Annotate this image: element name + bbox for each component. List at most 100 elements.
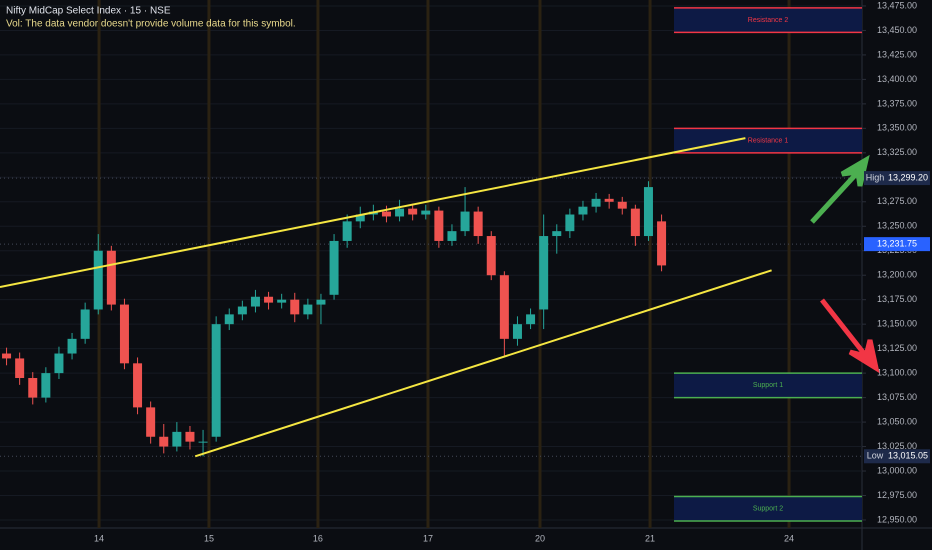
candle-body: [211, 324, 221, 437]
y-tick-label: 13,475.00: [877, 0, 917, 10]
candle-body: [250, 296, 260, 307]
candle-body: [15, 358, 25, 379]
price-tag: 13,015.05: [888, 451, 928, 461]
y-tick-label: 13,350.00: [877, 123, 917, 133]
candle-body: [264, 296, 274, 303]
candle-body: [198, 441, 208, 443]
chart-subtitle: Vol: The data vendor doesn't provide vol…: [6, 19, 296, 30]
candle-body: [146, 407, 156, 437]
candle-body: [381, 211, 391, 217]
y-tick-label: 13,425.00: [877, 49, 917, 59]
y-tick-label: 13,150.00: [877, 319, 917, 329]
x-tick-label: 16: [313, 533, 323, 543]
candle-body: [290, 299, 300, 315]
candle-body: [460, 211, 470, 232]
y-tick-label: 13,175.00: [877, 294, 917, 304]
x-tick-label: 24: [784, 533, 794, 543]
x-tick-label: 21: [645, 533, 655, 543]
candle-body: [552, 231, 562, 237]
up-arrow: [810, 154, 870, 224]
candle-body: [395, 208, 405, 217]
price-tag: 13,299.20: [888, 172, 928, 182]
trendline: [194, 269, 772, 458]
x-tick-label: 17: [423, 533, 433, 543]
y-tick-label: 13,125.00: [877, 343, 917, 353]
candle-body: [355, 214, 365, 222]
price-tag-bg: [886, 171, 930, 186]
y-tick-label: 13,450.00: [877, 25, 917, 35]
candle-body: [80, 309, 90, 339]
candle-body: [539, 236, 549, 310]
y-tick-label: 13,025.00: [877, 441, 917, 451]
candle-body: [591, 198, 601, 207]
candle-body: [93, 250, 103, 310]
candle-body: [473, 211, 483, 237]
candle-body: [565, 214, 575, 232]
zone: [674, 128, 862, 153]
y-tick-label: 12,975.00: [877, 490, 917, 500]
chart-title: Nifty MidCap Select Index · 15 · NSE: [6, 6, 171, 17]
price-tag-bg: [864, 237, 930, 252]
plot: 12,950.00 12,975.00 13,000.00 13,025.00 13,0…: [0, 0, 917, 543]
price-tag-bg: [886, 449, 930, 464]
candle-body: [41, 373, 51, 398]
zone-label: Support 1: [753, 382, 783, 389]
y-tick-label: 13,000.00: [877, 465, 917, 475]
candle-body: [54, 353, 64, 374]
candle-body: [526, 314, 536, 325]
candle-body: [133, 363, 143, 408]
candle-body: [119, 304, 129, 364]
candle-body: [617, 201, 627, 209]
trendline: [0, 137, 746, 288]
candle-body: [604, 198, 614, 202]
y-tick-label: 13,050.00: [877, 416, 917, 426]
candle-body: [303, 304, 313, 315]
candle-body: [277, 299, 287, 303]
candle-body: [316, 299, 326, 305]
x-tick-label: 20: [535, 533, 545, 543]
x-tick-label: 15: [204, 533, 214, 543]
candle-body: [578, 206, 588, 215]
y-tick-label: 13,325.00: [877, 147, 917, 157]
y-tick-label: 13,275.00: [877, 196, 917, 206]
zone-label: Support 2: [753, 506, 783, 513]
candle-body: [421, 210, 431, 215]
price-tag: 13,231.75: [877, 239, 917, 249]
candle-body: [185, 431, 195, 442]
y-tick-label: 13,200.00: [877, 270, 917, 280]
candle-body: [408, 208, 418, 215]
price-tag-name: High: [866, 172, 885, 182]
zone: [674, 7, 862, 33]
y-tick-label: 13,375.00: [877, 98, 917, 108]
y-tick-label: 13,250.00: [877, 221, 917, 231]
zone: [674, 496, 862, 521]
candle-body: [643, 187, 653, 237]
candle-body: [172, 431, 182, 447]
price-tag-name-bg: [864, 171, 886, 186]
candle-body: [434, 210, 444, 241]
y-tick-label: 13,075.00: [877, 392, 917, 402]
candle-body: [159, 436, 169, 447]
candle-body: [2, 353, 12, 359]
y-tick-label: 12,950.00: [877, 514, 917, 524]
candle-body: [329, 240, 339, 295]
y-tick-label: 13,400.00: [877, 74, 917, 84]
candle-body: [499, 275, 509, 339]
candle-body: [67, 338, 77, 354]
candle-body: [106, 250, 116, 305]
down-arrow: [820, 298, 880, 374]
price-tag-name: Low: [867, 451, 884, 461]
y-tick-label: 13,100.00: [877, 367, 917, 377]
zone-label: Resistance 2: [748, 17, 789, 24]
candle-body: [512, 324, 522, 339]
x-tick-label: 14: [94, 533, 104, 543]
candle-body: [486, 236, 496, 276]
zone: [674, 373, 862, 398]
candle-body: [28, 378, 38, 398]
zone-label: Resistance 1: [748, 137, 789, 144]
candle-body: [657, 221, 667, 266]
price-tag-name-bg: [864, 449, 886, 464]
candle-body: [630, 208, 640, 237]
